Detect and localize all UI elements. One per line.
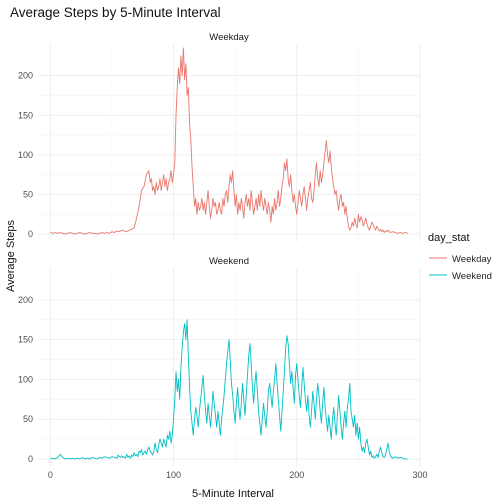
y-tick-label: 200 — [18, 295, 33, 305]
panel-weekday: Weekday 0 50 100 150 200 — [18, 32, 421, 242]
panel-strip-label: Weekend — [209, 256, 249, 267]
x-tick-label: 200 — [289, 470, 304, 480]
x-tick-label: 0 — [48, 470, 53, 480]
y-tick-label: 0 — [28, 229, 33, 239]
y-tick-label: 150 — [18, 335, 33, 345]
y-tick-label: 0 — [28, 454, 33, 464]
y-axis-title: Average Steps — [5, 220, 17, 292]
panel-strip-label: Weekday — [209, 32, 249, 43]
series-line-weekend — [50, 319, 408, 460]
y-tick-label: 100 — [18, 374, 33, 384]
legend: day_stat Weekday Weekend — [428, 232, 492, 282]
y-tick-label: 50 — [23, 189, 33, 199]
y-tick-label: 50 — [23, 414, 33, 424]
legend-label-weekend: Weekend — [452, 271, 492, 282]
legend-title: day_stat — [428, 232, 470, 244]
y-tick-label: 150 — [18, 110, 33, 120]
x-axis-title: 5-Minute Interval — [192, 488, 274, 500]
y-tick-label: 100 — [18, 150, 33, 160]
series-line-weekday — [50, 47, 408, 235]
x-tick-label: 100 — [166, 470, 181, 480]
x-tick-label: 300 — [412, 470, 427, 480]
panel-weekend: Weekend 0 50 100 150 200 0 100 200 300 — [18, 256, 428, 480]
chart-title: Average Steps by 5-Minute Interval — [10, 5, 221, 20]
chart-panels: Weekday 0 50 100 150 200 Weekend 0 50 100 150 200 0 1… — [18, 32, 428, 480]
legend-label-weekday: Weekday — [452, 254, 492, 265]
y-tick-label: 200 — [18, 71, 33, 81]
